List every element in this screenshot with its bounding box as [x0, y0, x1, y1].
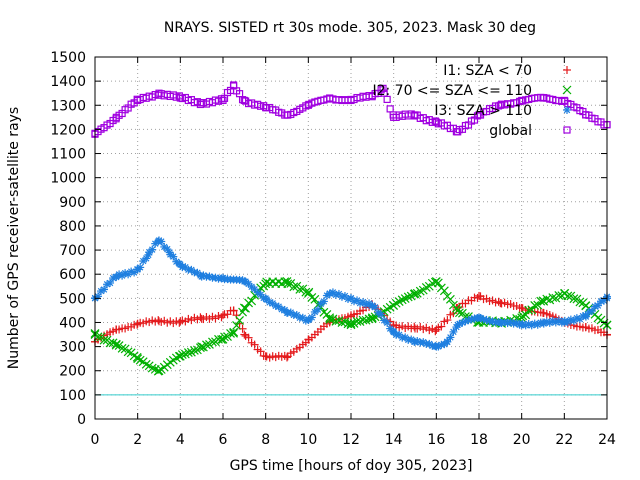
x-tick-label: 24 — [598, 432, 616, 448]
x-tick-label: 20 — [513, 432, 531, 448]
y-tick-label: 0 — [77, 412, 86, 428]
y-tick-label: 1200 — [50, 122, 86, 138]
y-tick-label: 200 — [59, 364, 86, 380]
x-tick-label: 6 — [219, 432, 228, 448]
chart-title: NRAYS. SISTED rt 30s mode. 305, 2023. Ma… — [164, 20, 536, 36]
data-sample — [136, 356, 144, 364]
y-tick-label: 1300 — [50, 98, 86, 114]
x-tick-label: 14 — [385, 432, 403, 448]
y-tick-label: 1500 — [50, 50, 86, 66]
data-sample — [323, 310, 331, 318]
y-tick-label: 100 — [59, 388, 86, 404]
y-tick-label: 300 — [59, 340, 86, 356]
data-point — [219, 311, 227, 319]
y-axis-label: Number of GPS receiver-satellite rays — [6, 107, 22, 369]
legend-label: global — [489, 123, 532, 139]
x-tick-label: 2 — [133, 432, 142, 448]
chart: NRAYS. SISTED rt 30s mode. 305, 2023. Ma… — [0, 0, 640, 480]
x-tick-label: 16 — [427, 432, 445, 448]
y-tick-label: 500 — [59, 291, 86, 307]
legend-marker — [563, 66, 571, 74]
legend-label: I2: 70 <= SZA <= 110 — [372, 83, 532, 99]
y-tick-label: 1000 — [50, 171, 86, 187]
legend-marker — [563, 106, 571, 114]
x-tick-label: 10 — [299, 432, 317, 448]
x-tick-label: 12 — [342, 432, 360, 448]
legend-label: I3: SZA > 110 — [434, 103, 532, 119]
x-tick-label: 8 — [261, 432, 270, 448]
y-tick-label: 700 — [59, 243, 86, 259]
data-sample — [387, 106, 393, 112]
data-point — [230, 328, 238, 336]
y-tick-label: 800 — [59, 219, 86, 235]
legend-marker — [564, 127, 570, 133]
legend-label: I1: SZA < 70 — [443, 63, 532, 79]
y-tick-label: 400 — [59, 315, 86, 331]
data-point — [219, 335, 227, 343]
y-tick-label: 900 — [59, 195, 86, 211]
y-tick-label: 1100 — [50, 147, 86, 163]
x-tick-label: 18 — [470, 432, 488, 448]
x-tick-label: 22 — [555, 432, 573, 448]
x-axis-label: GPS time [hours of doy 305, 2023] — [230, 458, 473, 474]
y-tick-label: 600 — [59, 267, 86, 283]
x-tick-label: 0 — [91, 432, 100, 448]
x-tick-label: 4 — [176, 432, 185, 448]
y-tick-label: 1400 — [50, 74, 86, 90]
